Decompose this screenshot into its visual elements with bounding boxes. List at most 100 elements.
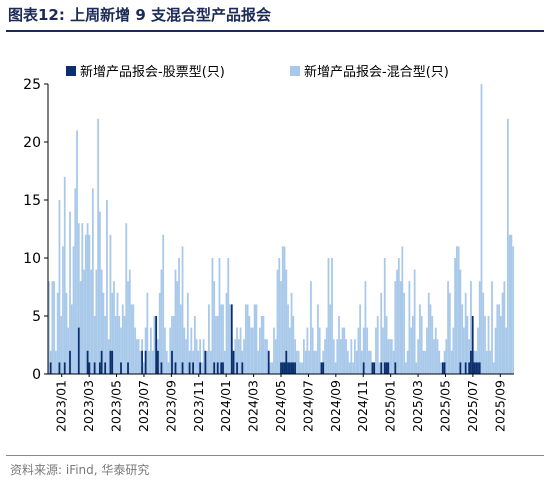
bar-mixed xyxy=(130,304,133,374)
bar-mixed xyxy=(484,316,486,374)
page-title: 图表12: 上周新增 9 支混合型产品报会 xyxy=(8,6,271,24)
bar-mixed xyxy=(426,327,428,374)
bar-mixed xyxy=(329,304,332,374)
bar-mixed xyxy=(503,281,506,374)
bar-mixed xyxy=(107,339,110,374)
bar-mixed xyxy=(269,362,272,374)
bar-mixed xyxy=(162,234,165,374)
y-tick-label: 15 xyxy=(23,193,41,209)
bar-mixed xyxy=(345,339,347,374)
bar-mixed xyxy=(178,258,180,374)
bar-equity xyxy=(160,362,163,374)
bar-mixed xyxy=(457,246,460,374)
bar-equity xyxy=(232,350,235,374)
bar-mixed xyxy=(278,258,281,374)
bar-mixed xyxy=(51,281,54,374)
bar-equity xyxy=(468,362,471,374)
bar-equity xyxy=(362,362,365,374)
bar-equity xyxy=(49,362,52,374)
y-tick-label: 25 xyxy=(23,77,41,93)
bar-mixed xyxy=(343,327,346,374)
bar-mixed xyxy=(324,339,326,374)
bar-mixed xyxy=(498,304,500,374)
bar-mixed xyxy=(183,327,186,374)
bar-equity xyxy=(475,362,478,374)
bar-mixed xyxy=(294,339,296,374)
bar-mixed xyxy=(310,281,312,374)
bar-mixed xyxy=(287,304,289,374)
bar-equity xyxy=(294,362,296,374)
bar-mixed xyxy=(229,304,231,374)
bar-mixed xyxy=(70,304,73,374)
bar-mixed xyxy=(304,350,307,374)
bar-equity xyxy=(470,350,472,374)
bar-mixed xyxy=(193,316,196,374)
bar-mixed xyxy=(116,292,119,374)
bar-mixed xyxy=(69,211,71,374)
bar-mixed xyxy=(480,84,483,374)
bar-mixed xyxy=(362,327,365,374)
bar-mixed xyxy=(264,339,267,374)
bar-mixed xyxy=(174,269,177,374)
bar-mixed xyxy=(396,269,398,374)
bar-mixed xyxy=(478,281,481,374)
bar-mixed xyxy=(489,350,492,374)
bar-mixed xyxy=(352,362,355,374)
bar-equity xyxy=(86,350,89,374)
bar-mixed xyxy=(149,327,152,374)
bar-equity xyxy=(213,362,216,374)
bar-equity xyxy=(220,362,223,374)
bar-mixed xyxy=(404,362,407,374)
bar-mixed xyxy=(83,269,85,374)
bar-mixed xyxy=(510,234,513,374)
bar-mixed xyxy=(380,292,383,374)
bar-mixed xyxy=(487,316,490,374)
bar-equity xyxy=(120,362,122,374)
bar-mixed xyxy=(253,304,256,374)
bar-equity xyxy=(77,327,80,374)
bar-equity xyxy=(292,362,295,374)
bar-mixed xyxy=(464,292,467,374)
bar-mixed xyxy=(276,269,279,374)
bar-equity xyxy=(443,362,446,374)
bar-mixed xyxy=(378,362,381,374)
bar-mixed xyxy=(53,281,56,374)
bar-mixed xyxy=(243,339,245,374)
bar-mixed xyxy=(452,327,455,374)
bar-equity xyxy=(171,350,173,374)
bar-mixed xyxy=(216,316,219,374)
bar-equity xyxy=(464,362,467,374)
bar-equity xyxy=(93,362,96,374)
bar-equity xyxy=(288,362,291,374)
x-tick-label: 2025/03 xyxy=(410,380,425,432)
bar-mixed xyxy=(255,304,258,374)
bar-mixed xyxy=(445,339,448,374)
bar-mixed xyxy=(327,258,330,374)
bar-mixed xyxy=(461,304,464,374)
bar-mixed xyxy=(434,327,437,374)
legend-swatch-equity xyxy=(66,66,76,76)
bar-mixed xyxy=(390,339,393,374)
bar-equity xyxy=(216,362,219,374)
bar-equity xyxy=(280,362,282,374)
bar-mixed xyxy=(280,281,282,374)
bar-mixed xyxy=(190,327,193,374)
bar-equity xyxy=(199,362,202,374)
bar-mixed xyxy=(331,258,333,374)
bar-mixed xyxy=(151,350,154,374)
bar-mixed xyxy=(359,304,362,374)
bar-mixed xyxy=(306,327,309,374)
bar-equity xyxy=(394,362,397,374)
bar-mixed xyxy=(176,281,179,374)
x-tick-label: 2024/05 xyxy=(273,380,288,432)
bar-mixed xyxy=(501,292,504,374)
bar-mixed xyxy=(118,316,121,374)
bar-mixed xyxy=(91,188,94,374)
y-tick-label: 10 xyxy=(23,251,41,267)
bar-equity xyxy=(63,362,66,374)
x-tick-label: 2024/09 xyxy=(328,380,343,432)
legend-label-mixed: 新增产品报会-混合型(只) xyxy=(304,64,449,80)
bar-mixed xyxy=(260,316,263,374)
bar-mixed xyxy=(295,350,298,374)
bar-mixed xyxy=(120,327,122,374)
